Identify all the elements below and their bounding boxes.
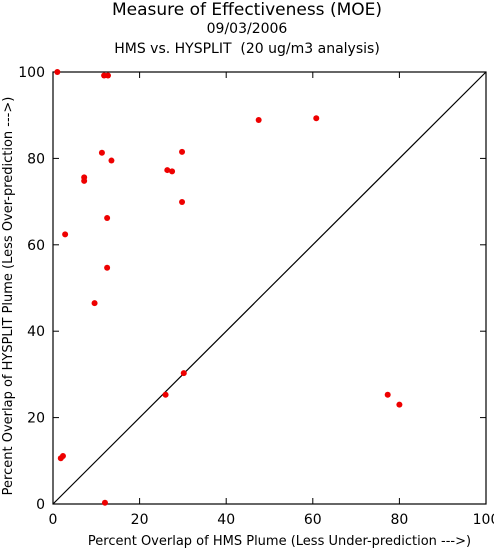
chart-subtitle: HMS vs. HYSPLIT (20 ug/m3 analysis) (114, 41, 380, 57)
data-point (313, 115, 320, 122)
x-tick-label: 80 (390, 512, 408, 528)
x-tick-label: 0 (49, 512, 58, 528)
data-point (384, 391, 391, 398)
data-point (98, 149, 105, 156)
chart-date: 09/03/2006 (206, 21, 288, 37)
x-axis-title: Percent Overlap of HMS Plume (Less Under… (88, 534, 471, 549)
y-tick-label: 100 (18, 65, 45, 81)
axis-ticks: 0 20 40 60 80 100 0 20 40 60 80 100 (18, 65, 494, 528)
y-tick-label: 40 (27, 324, 45, 340)
data-point (255, 116, 262, 123)
data-point (104, 264, 111, 271)
data-point (396, 401, 403, 408)
data-point (180, 370, 187, 377)
data-point (101, 499, 108, 506)
data-point (104, 72, 111, 79)
data-point (108, 157, 115, 164)
x-tick-label: 60 (304, 512, 322, 528)
data-points (54, 69, 403, 506)
x-tick-label: 40 (217, 512, 235, 528)
data-point (162, 391, 169, 398)
data-point (164, 167, 171, 174)
chart-title: Measure of Effectiveness (MOE) (111, 0, 383, 20)
y-axis-title: Percent Overlap of HYSPLIT Plume (Less O… (1, 97, 16, 496)
data-point (81, 177, 88, 184)
data-point (179, 199, 186, 206)
plot-area-frame (52, 71, 487, 505)
x-tick-label: 20 (131, 512, 149, 528)
y-tick-label: 60 (27, 238, 45, 254)
data-point (62, 231, 69, 238)
data-point (179, 148, 186, 155)
x-tick-label: 100 (473, 512, 494, 528)
data-point (54, 69, 61, 75)
data-point (104, 215, 111, 222)
one-to-one-reference-line (52, 71, 487, 505)
y-tick-label: 20 (27, 411, 45, 427)
data-point (91, 300, 98, 307)
data-point (57, 455, 64, 462)
y-tick-label: 0 (36, 497, 45, 513)
y-tick-label: 80 (27, 151, 45, 167)
data-point (169, 168, 176, 175)
